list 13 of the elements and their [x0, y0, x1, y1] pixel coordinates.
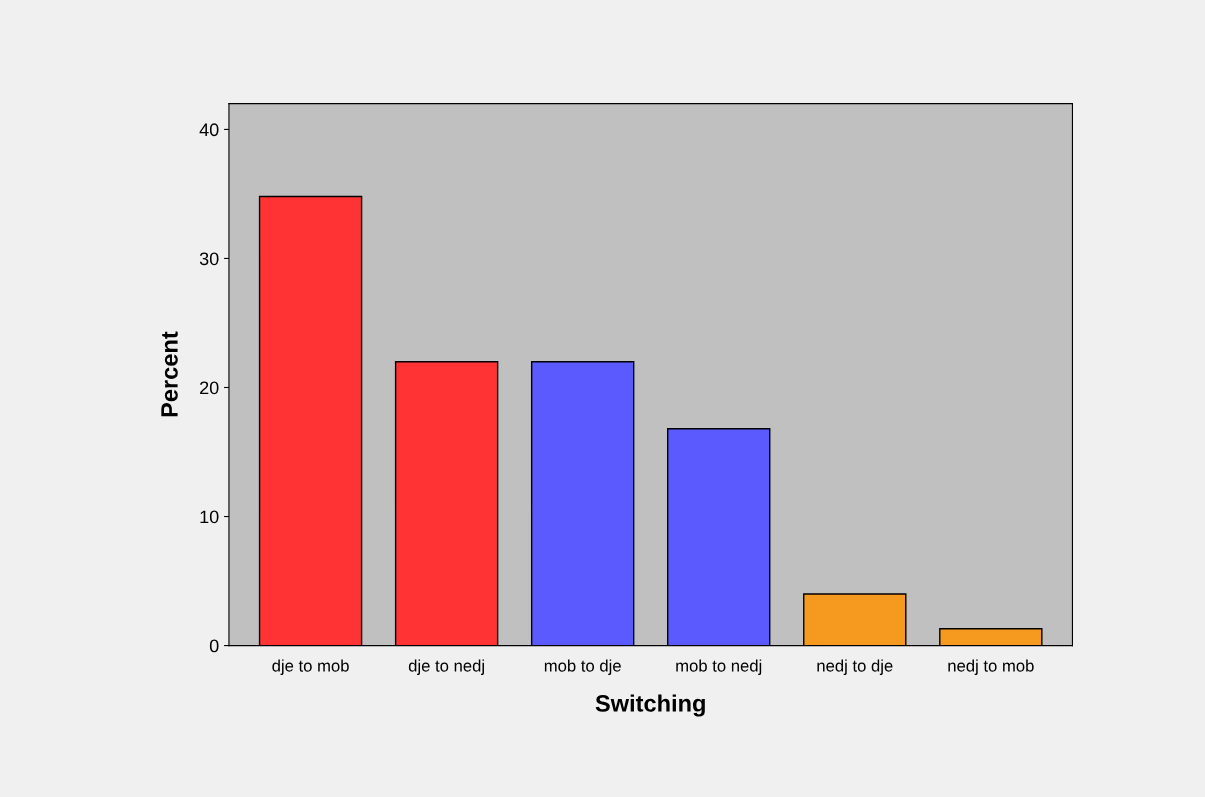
x-tick-label: mob to nedj	[676, 659, 762, 675]
x-tick-label: dje to nedj	[408, 659, 484, 675]
x-tick-label: dje to mob	[272, 659, 349, 675]
y-tick-label: 30	[199, 252, 219, 266]
x-tick-label: mob to dje	[544, 659, 621, 675]
y-tick-label: 20	[200, 381, 219, 395]
x-tick-label: nedj to dje	[817, 659, 893, 675]
x-axis-title: Switching	[595, 694, 705, 717]
y-axis-title: Percent	[161, 331, 178, 417]
x-tick-label: nedj to mob	[948, 659, 1034, 675]
y-tick-label: 0	[209, 639, 219, 653]
y-tick-label: 40	[199, 123, 219, 137]
y-tick-label: 10	[200, 510, 219, 524]
